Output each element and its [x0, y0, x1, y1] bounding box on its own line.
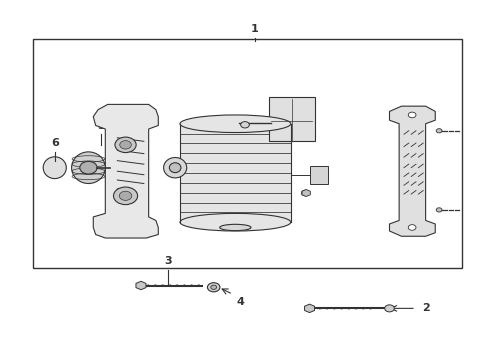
Circle shape: [436, 129, 442, 133]
Ellipse shape: [164, 157, 187, 178]
Text: 5: 5: [97, 121, 104, 131]
Circle shape: [408, 112, 416, 118]
Polygon shape: [180, 124, 291, 222]
Circle shape: [80, 161, 97, 174]
Circle shape: [301, 190, 309, 196]
Ellipse shape: [180, 115, 291, 132]
FancyBboxPatch shape: [310, 166, 328, 184]
Circle shape: [114, 187, 138, 204]
Polygon shape: [93, 104, 158, 238]
Text: 3: 3: [164, 256, 172, 266]
Circle shape: [115, 137, 136, 153]
Circle shape: [120, 141, 131, 149]
Circle shape: [207, 283, 220, 292]
Circle shape: [385, 305, 394, 312]
Circle shape: [211, 285, 217, 289]
Text: 4: 4: [237, 297, 245, 307]
Ellipse shape: [220, 224, 251, 231]
FancyBboxPatch shape: [269, 97, 315, 141]
Circle shape: [241, 122, 249, 128]
Ellipse shape: [170, 163, 181, 172]
Circle shape: [436, 208, 442, 212]
Polygon shape: [390, 106, 435, 236]
Ellipse shape: [43, 157, 66, 179]
Circle shape: [408, 225, 416, 230]
Circle shape: [119, 191, 132, 201]
Text: 6: 6: [51, 138, 59, 148]
Text: 1: 1: [251, 24, 259, 34]
Ellipse shape: [72, 152, 105, 184]
Text: 2: 2: [422, 303, 430, 313]
Ellipse shape: [180, 213, 291, 231]
